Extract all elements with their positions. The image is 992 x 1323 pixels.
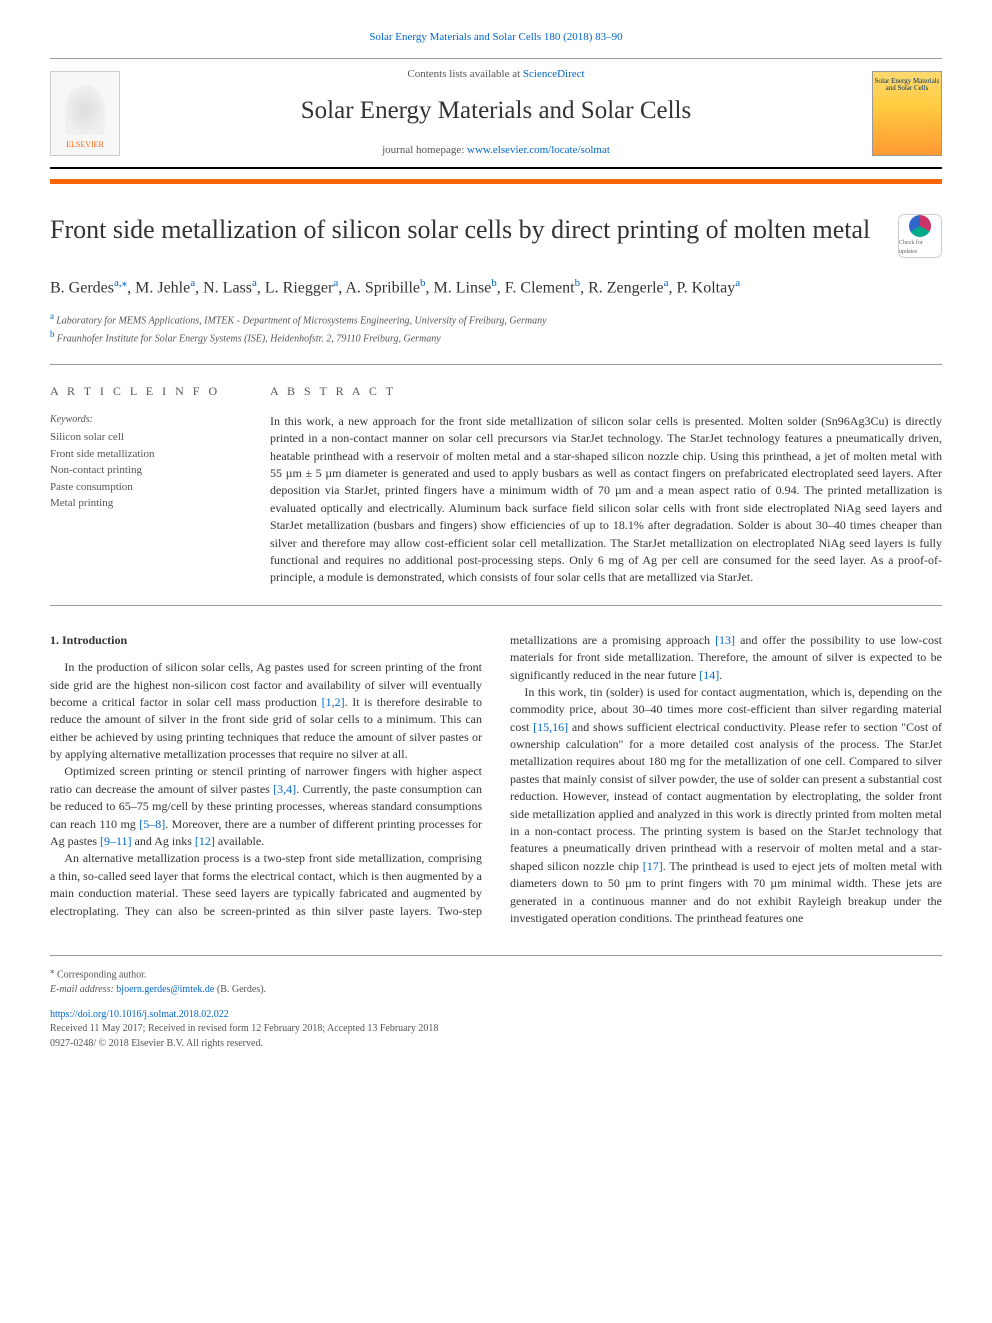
email-line: E-mail address: bjoern.gerdes@imtek.de (… <box>50 983 942 998</box>
keywords-label: Keywords: <box>50 413 240 428</box>
author-email-link[interactable]: bjoern.gerdes@imtek.de <box>116 984 214 995</box>
article-body: 1. Introduction In the production of sil… <box>50 632 942 928</box>
crossmark-icon <box>909 215 931 237</box>
article-history: Received 11 May 2017; Received in revise… <box>50 1022 942 1037</box>
citation-ref[interactable]: [13] <box>715 633 735 647</box>
corresponding-author-line: ⁎ Corresponding author. <box>50 964 942 983</box>
journal-name: Solar Energy Materials and Solar Cells <box>120 93 872 129</box>
citation-link[interactable]: Solar Energy Materials and Solar Cells 1… <box>369 31 622 43</box>
citation-ref[interactable]: [1,2] <box>322 695 345 709</box>
article-footer: ⁎ Corresponding author. E-mail address: … <box>50 955 942 1051</box>
authors-list: B. Gerdesa,⁎, M. Jehlea, N. Lassa, L. Ri… <box>50 276 942 300</box>
title-row: Front side metallization of silicon sola… <box>50 214 942 258</box>
journal-homepage-link[interactable]: www.elsevier.com/locate/solmat <box>467 144 610 156</box>
author-name: , M. Linse <box>426 279 492 296</box>
body-text: and shows sufficient electrical conducti… <box>510 720 942 873</box>
abstract-text: In this work, a new approach for the fro… <box>270 413 942 587</box>
running-header: Solar Energy Materials and Solar Cells 1… <box>50 30 942 46</box>
publisher-label: ELSEVIER <box>66 139 104 151</box>
citation-ref[interactable]: [5–8] <box>139 817 165 831</box>
keyword-item: Non-contact printing <box>50 462 240 479</box>
info-abstract-row: A R T I C L E I N F O Keywords: Silicon … <box>50 365 942 604</box>
journal-homepage-line: journal homepage: www.elsevier.com/locat… <box>120 143 872 159</box>
article-info-column: A R T I C L E I N F O Keywords: Silicon … <box>50 383 240 586</box>
copyright-line: 0927-0248/ © 2018 Elsevier B.V. All righ… <box>50 1037 942 1052</box>
abstract-column: A B S T R A C T In this work, a new appr… <box>270 383 942 586</box>
affiliation-line: a Laboratory for MEMS Applications, IMTE… <box>50 310 942 328</box>
author-name: , N. Lass <box>195 279 252 296</box>
corr-text: Corresponding author. <box>55 970 147 981</box>
citation-ref[interactable]: [17] <box>643 859 663 873</box>
contents-line: Contents lists available at ScienceDirec… <box>120 67 872 83</box>
email-label: E-mail address: <box>50 984 116 995</box>
body-paragraph: In this work, tin (solder) is used for c… <box>510 684 942 927</box>
article-info-header: A R T I C L E I N F O <box>50 383 240 400</box>
author-name: , A. Spribille <box>338 279 420 296</box>
author-name: B. Gerdes <box>50 279 114 296</box>
body-paragraph: In the production of silicon solar cells… <box>50 659 482 763</box>
author-name: , M. Jehle <box>127 279 190 296</box>
cover-text: Solar Energy Materials and Solar Cells <box>875 77 940 93</box>
affiliation-line: b Fraunhofer Institute for Solar Energy … <box>50 328 942 346</box>
keyword-item: Front side metallization <box>50 446 240 463</box>
sciencedirect-link[interactable]: ScienceDirect <box>523 68 585 80</box>
author-name: , P. Koltay <box>669 279 736 296</box>
journal-cover-thumbnail: Solar Energy Materials and Solar Cells <box>872 71 942 156</box>
author-affiliation-marker: a <box>735 277 740 289</box>
divider-bottom <box>50 605 942 606</box>
citation-ref[interactable]: [14] <box>699 668 719 682</box>
citation-ref[interactable]: [15,16] <box>533 720 568 734</box>
author-name: , F. Clement <box>497 279 575 296</box>
homepage-prefix: journal homepage: <box>382 144 467 156</box>
publisher-logo: ELSEVIER <box>50 71 120 156</box>
keyword-item: Paste consumption <box>50 479 240 496</box>
abstract-header: A B S T R A C T <box>270 383 942 400</box>
citation-ref[interactable]: [9–11] <box>100 834 132 848</box>
author-name: , L. Riegger <box>257 279 333 296</box>
body-text: and Ag inks <box>132 834 195 848</box>
author-name: , R. Zengerle <box>580 279 664 296</box>
journal-masthead: ELSEVIER Contents lists available at Sci… <box>50 58 942 169</box>
body-paragraph: Optimized screen printing or stencil pri… <box>50 763 482 850</box>
body-text: . <box>719 668 722 682</box>
affiliation-text: Laboratory for MEMS Applications, IMTEK … <box>56 315 546 326</box>
doi-link[interactable]: https://doi.org/10.1016/j.solmat.2018.02… <box>50 1009 229 1020</box>
citation-ref[interactable]: [3,4] <box>273 782 296 796</box>
email-after: (B. Gerdes). <box>214 984 266 995</box>
affiliation-text: Fraunhofer Institute for Solar Energy Sy… <box>57 333 441 344</box>
citation-ref[interactable]: [12] <box>195 834 215 848</box>
keywords-list: Silicon solar cellFront side metallizati… <box>50 429 240 512</box>
article-title: Front side metallization of silicon sola… <box>50 214 878 247</box>
check-updates-badge[interactable]: Check for updates <box>898 214 942 258</box>
brand-accent-bar <box>50 179 942 184</box>
contents-prefix: Contents lists available at <box>407 68 522 80</box>
affiliations-list: a Laboratory for MEMS Applications, IMTE… <box>50 310 942 347</box>
masthead-center: Contents lists available at ScienceDirec… <box>120 67 872 159</box>
section-number: 1. <box>50 633 59 647</box>
author-affiliation-marker: a,⁎ <box>114 277 127 289</box>
body-text: available. <box>215 834 264 848</box>
keyword-item: Silicon solar cell <box>50 429 240 446</box>
keyword-item: Metal printing <box>50 495 240 512</box>
section-heading: 1. Introduction <box>50 632 482 649</box>
elsevier-tree-icon <box>65 85 105 135</box>
affiliation-label: b <box>50 329 57 339</box>
section-title: Introduction <box>62 633 127 647</box>
updates-text: Check for updates <box>899 239 941 256</box>
